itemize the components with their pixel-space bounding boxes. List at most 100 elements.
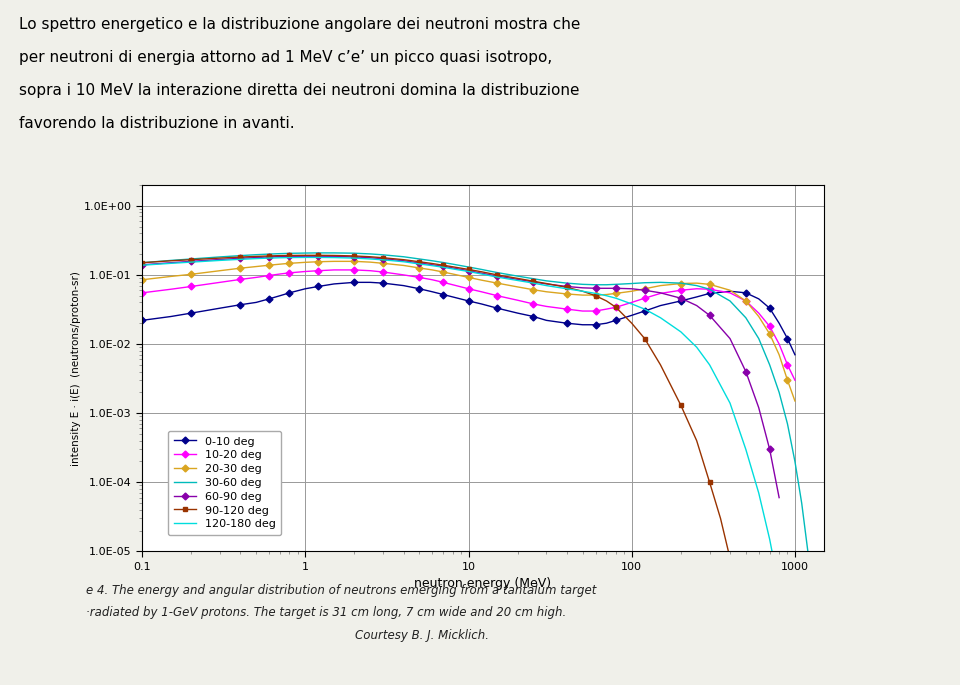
90-120 deg [312,251,324,260]
60-90 deg [234,254,246,262]
10-20 deg [348,266,360,274]
10-20 deg [781,361,793,369]
10-20 deg [764,322,776,330]
20-30 deg [348,258,360,266]
90-120 deg [589,292,601,300]
60-90 deg [397,257,409,265]
20-30 deg [577,291,588,299]
60-90 deg [764,445,776,453]
60-90 deg [165,259,177,267]
120-180 deg [724,399,735,407]
0-10 deg [447,292,459,301]
Text: ·radiated by 1-GeV protons. The target is 31 cm long, 7 cm wide and 20 cm high.: ·radiated by 1-GeV protons. The target i… [86,606,566,619]
20-30 deg [512,283,523,291]
0-10 deg [781,334,793,342]
0-10 deg [263,295,275,303]
30-60 deg [185,255,197,263]
20-30 deg [561,290,572,298]
20-30 deg [528,286,540,294]
20-30 deg [377,259,389,267]
Line: 30-60 deg: 30-60 deg [142,253,808,551]
90-120 deg [426,260,438,268]
90-120 deg [639,334,651,342]
90-120 deg [165,257,177,265]
30-60 deg [377,251,389,259]
20-30 deg [740,297,752,305]
30-60 deg [561,279,572,287]
90-120 deg [601,297,612,305]
90-120 deg [300,251,311,260]
120-180 deg [251,255,262,263]
20-30 deg [438,268,449,276]
20-30 deg [675,279,686,288]
30-60 deg [675,279,686,287]
10-20 deg [284,269,296,277]
120-180 deg [528,279,540,287]
60-90 deg [365,253,376,262]
120-180 deg [300,253,311,262]
Text: favorendo la distribuzione in avanti.: favorendo la distribuzione in avanti. [19,116,295,131]
10-20 deg [328,266,340,274]
120-180 deg [328,253,340,262]
90-120 deg [251,252,262,260]
30-60 deg [414,255,425,263]
60-90 deg [414,259,425,267]
60-90 deg [639,286,651,295]
20-30 deg [475,276,487,284]
90-120 deg [675,401,686,410]
0-10 deg [528,312,540,321]
Legend: 0-10 deg, 10-20 deg, 20-30 deg, 30-60 deg, 60-90 deg, 90-120 deg, 120-180 deg: 0-10 deg, 10-20 deg, 20-30 deg, 30-60 de… [168,431,281,535]
Line: 60-90 deg: 60-90 deg [139,254,781,500]
120-180 deg [753,489,764,497]
60-90 deg [691,301,703,310]
10-20 deg [414,273,425,282]
30-60 deg [781,420,793,428]
30-60 deg [328,249,340,257]
120-180 deg [463,267,474,275]
30-60 deg [724,297,735,305]
30-60 deg [136,259,148,267]
0-10 deg [774,319,785,327]
0-10 deg [414,285,425,293]
0-10 deg [655,301,666,310]
10-20 deg [275,270,286,278]
120-180 deg [365,255,376,263]
0-10 deg [234,301,246,309]
60-90 deg [300,252,311,260]
90-120 deg [463,265,474,273]
90-120 deg [377,253,389,262]
30-60 deg [528,275,540,283]
60-90 deg [675,294,686,302]
120-180 deg [764,535,776,543]
20-30 deg [165,273,177,281]
0-10 deg [704,289,715,297]
0-10 deg [300,285,311,293]
90-120 deg [704,478,715,486]
10-20 deg [611,303,622,312]
60-90 deg [774,493,785,501]
10-20 deg [438,278,449,286]
30-60 deg [463,263,474,271]
30-60 deg [589,281,601,289]
30-60 deg [764,361,776,369]
30-60 deg [774,388,785,397]
0-10 deg [365,278,376,286]
0-10 deg [740,289,752,297]
120-180 deg [447,265,459,273]
30-60 deg [251,251,262,259]
0-10 deg [426,288,438,296]
0-10 deg [601,319,612,327]
60-90 deg [463,266,474,275]
0-10 deg [492,304,503,312]
60-90 deg [284,252,296,260]
120-180 deg [438,263,449,271]
0-10 deg [214,304,226,312]
10-20 deg [675,286,686,295]
20-30 deg [312,258,324,266]
30-60 deg [796,499,807,507]
60-90 deg [611,284,622,292]
90-120 deg [577,287,588,295]
90-120 deg [528,277,540,286]
0-10 deg [328,280,340,288]
120-180 deg [492,273,503,281]
